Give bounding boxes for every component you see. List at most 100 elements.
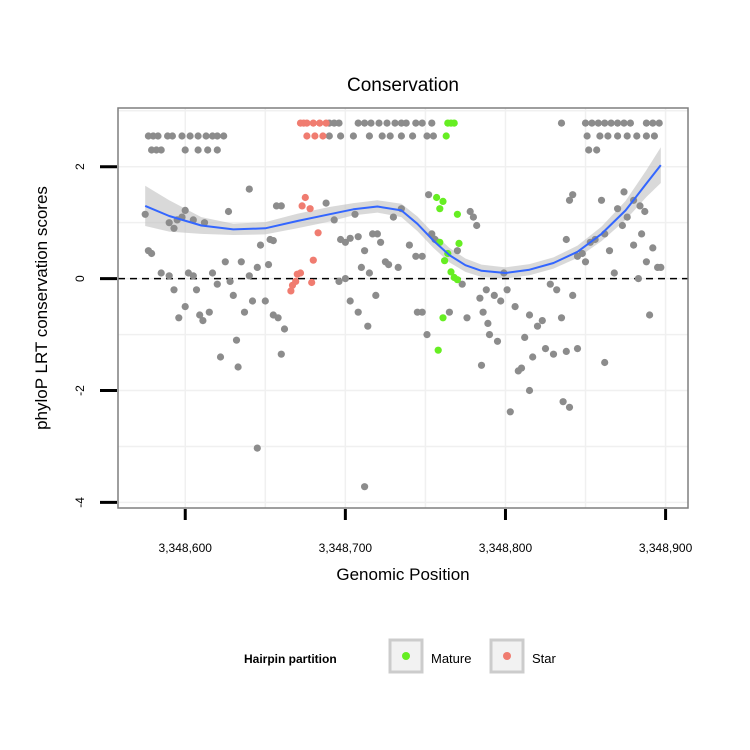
point-other — [578, 249, 586, 258]
point-other — [378, 132, 386, 140]
point-mature — [442, 132, 450, 140]
point-mature — [439, 197, 447, 205]
point-other — [553, 286, 561, 294]
point-other — [634, 275, 643, 283]
point-other — [466, 207, 474, 216]
point-other — [213, 280, 221, 288]
point-other — [232, 336, 241, 344]
point-other — [562, 347, 570, 355]
point-star — [309, 256, 317, 264]
point-other — [636, 202, 644, 210]
point-other — [529, 353, 537, 361]
point-other — [389, 213, 397, 221]
point-star — [296, 269, 305, 277]
point-mature — [433, 193, 441, 202]
point-star — [316, 119, 324, 127]
point-other — [199, 317, 207, 325]
point-other — [341, 275, 349, 283]
point-other — [479, 308, 487, 316]
point-other — [325, 132, 333, 140]
point-other — [322, 199, 330, 207]
point-other — [503, 286, 511, 294]
point-other — [484, 319, 492, 327]
legend-marker-mature — [402, 652, 410, 660]
point-other — [623, 213, 631, 221]
point-other — [546, 280, 554, 288]
point-other — [610, 269, 618, 277]
point-other — [549, 350, 558, 358]
point-other — [354, 119, 362, 127]
legend-label-star: Star — [532, 651, 557, 666]
point-other — [453, 247, 461, 255]
point-other — [517, 364, 526, 372]
point-other — [216, 353, 225, 361]
point-other — [573, 345, 582, 353]
point-other — [559, 398, 567, 406]
point-other — [618, 221, 627, 230]
point-other — [641, 207, 649, 216]
legend-title: Hairpin partition — [244, 652, 337, 666]
point-other — [445, 308, 453, 316]
point-other — [224, 207, 233, 216]
point-other — [277, 350, 285, 358]
point-other — [202, 132, 210, 140]
point-other — [638, 230, 646, 238]
x-tick-label: 3,348,600 — [159, 541, 213, 555]
point-other — [541, 345, 550, 353]
point-other — [200, 219, 209, 227]
point-other — [458, 280, 466, 288]
point-mature — [436, 205, 444, 213]
point-other — [463, 314, 471, 322]
point-other — [642, 119, 651, 127]
point-other — [335, 277, 343, 285]
point-other — [221, 258, 229, 266]
point-other — [607, 119, 615, 127]
point-mature — [441, 257, 449, 265]
point-other — [476, 294, 484, 302]
point-other — [204, 146, 212, 154]
point-other — [220, 132, 228, 140]
point-other — [409, 132, 417, 140]
point-other — [154, 132, 162, 140]
point-other — [261, 297, 269, 305]
point-other — [170, 286, 178, 294]
smooth-line — [144, 164, 662, 274]
point-other — [614, 119, 622, 127]
point-other — [253, 263, 261, 271]
point-other — [402, 119, 410, 127]
point-other — [226, 277, 234, 285]
point-other — [646, 311, 654, 319]
point-other — [196, 311, 204, 319]
point-other — [601, 358, 609, 367]
point-star — [306, 205, 314, 213]
point-star — [303, 119, 311, 127]
y-tick-label: 0 — [73, 275, 87, 282]
point-other — [349, 132, 357, 140]
y-tick-label: -4 — [73, 497, 87, 508]
point-other — [253, 444, 261, 452]
point-star — [319, 132, 327, 140]
point-other — [569, 191, 577, 199]
point-other — [562, 235, 570, 244]
point-other — [642, 132, 651, 140]
point-other — [186, 132, 194, 140]
point-other — [213, 146, 221, 154]
point-other — [277, 202, 285, 210]
point-other — [248, 297, 257, 305]
point-other — [469, 213, 477, 221]
point-mature — [447, 268, 455, 276]
point-other — [208, 269, 217, 277]
point-other — [557, 119, 566, 127]
point-other — [385, 261, 393, 269]
point-other — [521, 333, 529, 341]
point-star — [301, 193, 309, 202]
point-other — [157, 146, 165, 154]
point-other — [170, 224, 178, 232]
point-other — [141, 210, 149, 218]
point-other — [596, 132, 604, 140]
point-other — [165, 219, 173, 227]
point-other — [394, 263, 402, 271]
y-tick-label: -2 — [73, 385, 87, 396]
point-other — [593, 146, 601, 154]
point-other — [351, 210, 359, 218]
